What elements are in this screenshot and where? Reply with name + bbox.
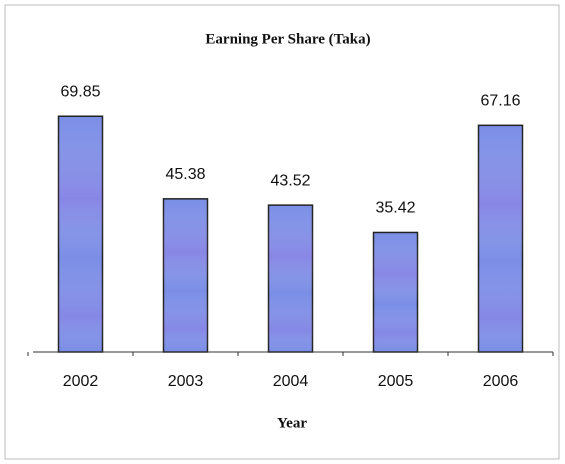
x-tick-label: 2005 — [378, 373, 414, 390]
data-label: 69.85 — [60, 83, 100, 100]
data-label: 45.38 — [165, 166, 205, 183]
x-tick-label: 2004 — [273, 373, 309, 390]
data-label: 35.42 — [375, 200, 415, 217]
bar-shade — [373, 232, 418, 352]
bar-shade — [478, 125, 523, 353]
bar-shade — [58, 116, 103, 352]
x-axis-label: Year — [277, 415, 307, 431]
chart-title: Earning Per Share (Taka) — [205, 31, 370, 47]
x-tick-label: 2003 — [168, 373, 204, 390]
bar-shade — [268, 205, 313, 352]
data-label: 43.52 — [270, 172, 310, 189]
x-tick-label: 2006 — [483, 373, 519, 390]
x-tick-label: 2002 — [63, 373, 99, 390]
bar-shade — [163, 198, 208, 352]
data-label: 67.16 — [480, 93, 520, 110]
